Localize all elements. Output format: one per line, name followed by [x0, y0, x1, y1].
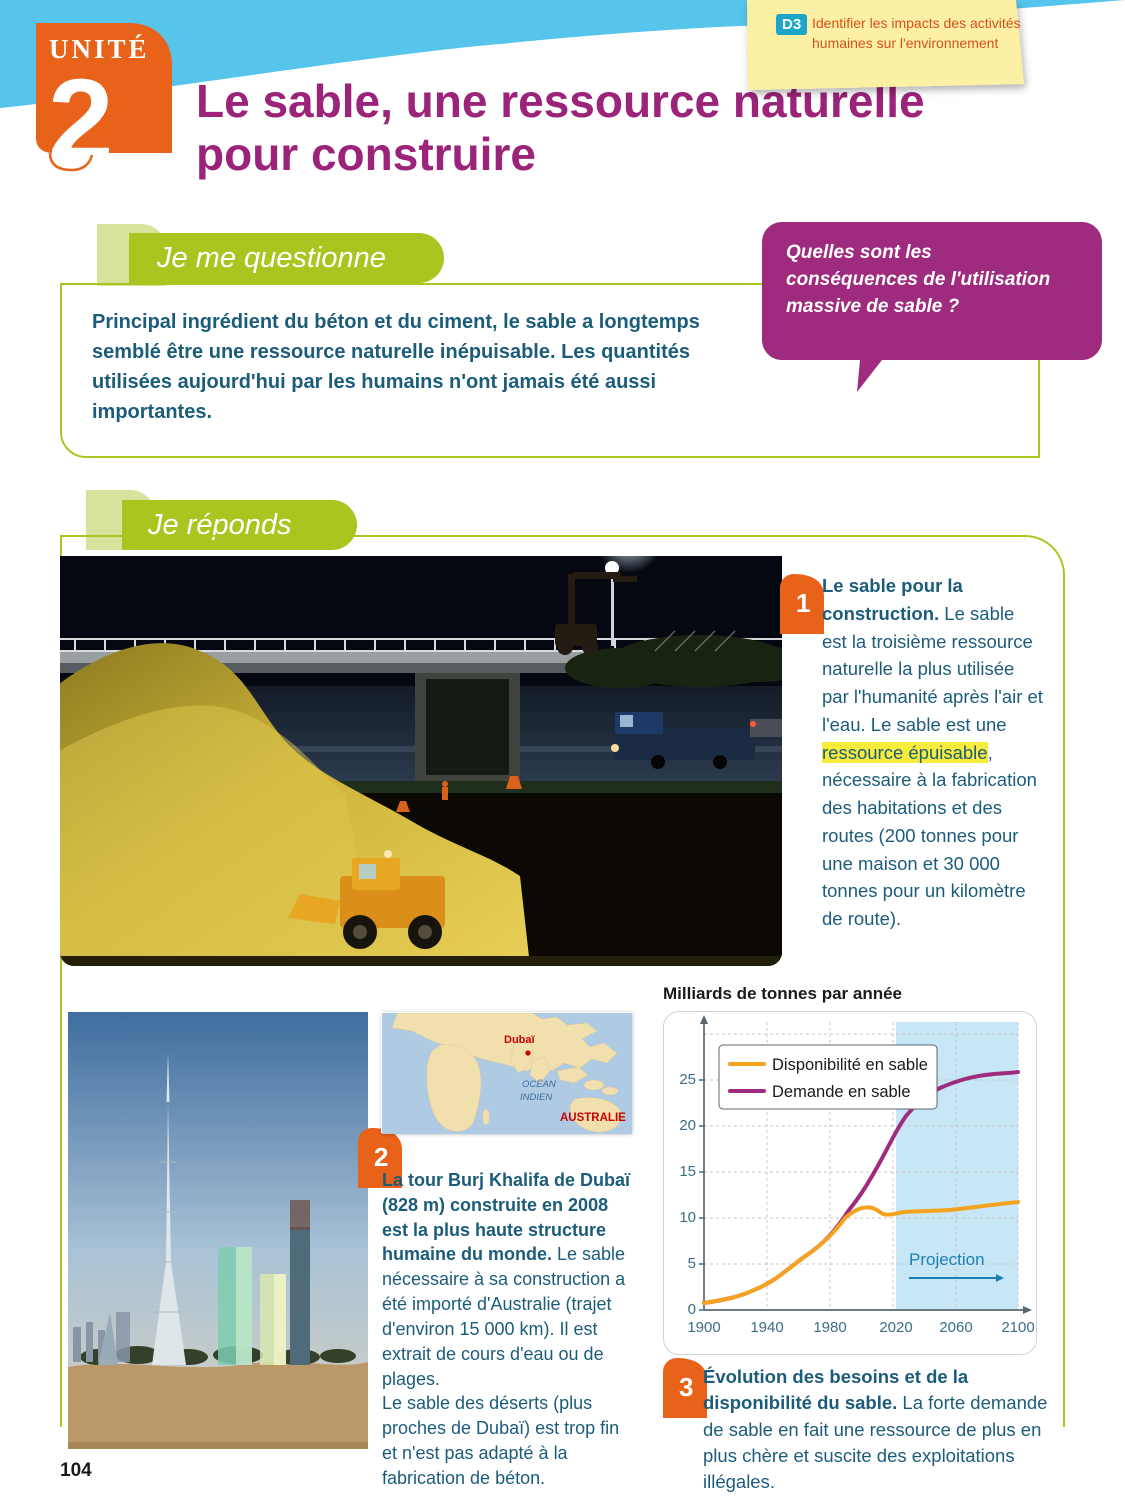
- svg-text:INDIEN: INDIEN: [520, 1092, 552, 1103]
- svg-text:OCÉAN: OCÉAN: [522, 1079, 556, 1090]
- svg-text:0: 0: [688, 1301, 696, 1318]
- svg-text:1940: 1940: [750, 1319, 783, 1336]
- svg-text:5: 5: [688, 1255, 696, 1272]
- svg-text:Demande en sable: Demande en sable: [772, 1083, 911, 1101]
- svg-text:2060: 2060: [939, 1319, 972, 1336]
- svg-text:Dubaï: Dubaï: [504, 1034, 536, 1046]
- svg-text:1980: 1980: [813, 1319, 846, 1336]
- svg-text:1900: 1900: [687, 1319, 720, 1336]
- svg-text:AUSTRALIE: AUSTRALIE: [560, 1112, 626, 1124]
- svg-text:20: 20: [679, 1117, 696, 1134]
- svg-text:Projection: Projection: [909, 1250, 985, 1269]
- svg-text:2020: 2020: [879, 1319, 912, 1336]
- svg-text:25: 25: [679, 1071, 696, 1088]
- svg-text:2100: 2100: [1001, 1319, 1034, 1336]
- svg-text:10: 10: [679, 1209, 696, 1226]
- svg-text:15: 15: [679, 1163, 696, 1180]
- svg-text:Disponibilité en sable: Disponibilité en sable: [772, 1056, 928, 1074]
